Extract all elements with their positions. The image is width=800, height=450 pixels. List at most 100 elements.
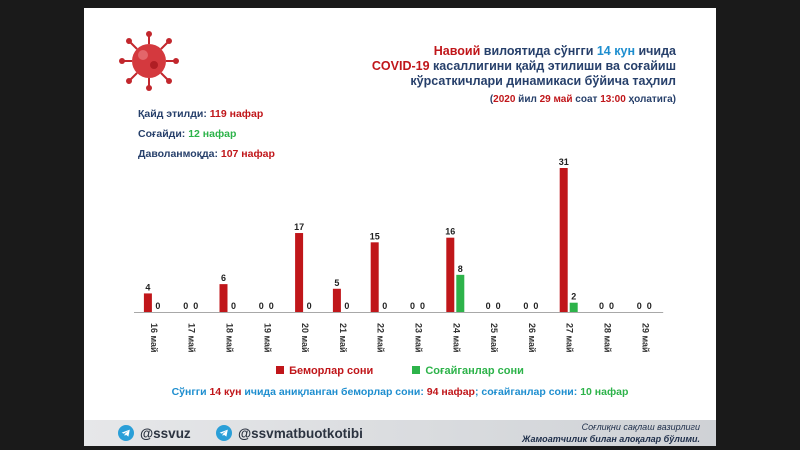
data-label-patients-9: 0 (486, 301, 491, 311)
legend-swatch-patients (276, 366, 285, 374)
x-tick-label-8: 24 май (451, 323, 461, 353)
data-label-recovered-0: 0 (155, 301, 160, 311)
bar-patients-2 (219, 284, 228, 312)
title-covid: COVID-19 (371, 59, 430, 73)
subtitle-text-2: соат (572, 94, 601, 105)
x-tick-label-11: 27 май (565, 323, 575, 353)
bar-recovered-8 (456, 274, 465, 312)
x-tick-label-12: 28 май (603, 323, 613, 353)
summary-patients: 94 нафар (426, 386, 475, 398)
data-label-patients-4: 17 (294, 222, 304, 232)
telegram-link-ssvuz[interactable]: @ssvuz (118, 424, 191, 442)
data-label-recovered-11: 2 (571, 292, 576, 302)
telegram-handle-1: @ssvuz (140, 425, 191, 441)
legend-item-recovered: Соғайганлар сони (412, 365, 524, 377)
data-label-patients-2: 6 (221, 273, 226, 283)
x-tick-label-1: 17 май (187, 323, 197, 353)
data-label-recovered-13: 0 (647, 301, 652, 311)
x-tick-label-6: 22 май (376, 323, 386, 353)
subtitle-time: 13:00 (600, 94, 626, 105)
stat-registered-label: Қайд этилди: (138, 108, 210, 120)
subtitle-month: май (550, 94, 573, 105)
data-label-recovered-12: 0 (609, 301, 614, 311)
title-text-3: касаллигини қайд этилиши ва соғайиш (429, 59, 676, 73)
ministry-name: Соғлиқни сақлаш вазирлиги (581, 422, 700, 432)
subtitle-text-3: ҳолатига) (625, 94, 676, 105)
data-label-patients-12: 0 (599, 301, 604, 311)
subtitle-text-1: йил (515, 94, 540, 105)
stat-treatment-value: 107 нафар (220, 148, 275, 160)
stat-recovered-value: 12 нафар (188, 128, 237, 140)
stats-panel: Қайд этилди: 119 нафар Соғайди: 12 нафар… (138, 104, 275, 164)
data-label-patients-6: 15 (370, 231, 380, 241)
data-label-recovered-10: 0 (533, 301, 538, 311)
data-label-recovered-3: 0 (269, 301, 274, 311)
stat-treatment: Даволанмоқда: 107 нафар (138, 144, 275, 164)
data-label-patients-3: 0 (259, 301, 264, 311)
bar-patients-6 (370, 242, 379, 312)
data-label-patients-10: 0 (523, 301, 528, 311)
data-label-recovered-2: 0 (231, 301, 236, 311)
subtitle-day: 29 (539, 94, 551, 105)
summary-text-2: ичида аниқланган беморлар сони: (241, 386, 427, 398)
title-text-2: ичида (635, 44, 676, 58)
stat-treatment-label: Даволанмоқда: (138, 148, 221, 160)
legend-label-recovered: Соғайганлар сони (425, 365, 524, 377)
subtitle-open: ( (489, 94, 494, 105)
x-tick-label-2: 18 май (225, 323, 235, 353)
coronavirus-icon (119, 31, 179, 91)
infographic-card: Навоий вилоятида сўнгги 14 кун ичида COV… (84, 8, 716, 446)
summary-text-3: ; соғайганлар сони: (474, 386, 581, 398)
data-label-patients-8: 16 (445, 227, 455, 237)
legend-item-patients: Беморлар сони (276, 365, 373, 377)
summary-recovered: 10 нафар (580, 386, 629, 398)
data-label-recovered-7: 0 (420, 301, 425, 311)
legend-swatch-recovered (412, 366, 421, 374)
x-tick-label-13: 29 май (640, 323, 650, 353)
ministry-department: Жамоатчилик билан алоқалар бўлими. (522, 434, 700, 444)
subtitle-year: 2020 (493, 94, 516, 105)
x-tick-label-7: 23 май (414, 323, 424, 353)
data-label-recovered-9: 0 (496, 301, 501, 311)
chart-legend: Беморлар сони Соғайганлар сони (84, 365, 716, 377)
telegram-icon (118, 425, 134, 441)
data-label-recovered-8: 8 (458, 264, 463, 274)
telegram-handle-2: @ssvmatbuotkotibi (238, 425, 363, 441)
data-label-patients-11: 31 (559, 157, 569, 167)
x-tick-label-3: 19 май (262, 323, 272, 353)
footer-bar: @ssvuz @ssvmatbuotkotibi Соғлиқни сақлаш… (84, 420, 716, 446)
stat-registered-value: 119 нафар (209, 108, 264, 120)
data-label-patients-1: 0 (183, 301, 188, 311)
data-label-recovered-1: 0 (193, 301, 198, 311)
x-tick-label-4: 20 май (300, 323, 310, 353)
telegram-link-ssvmatbuotkotibi[interactable]: @ssvmatbuotkotibi (216, 424, 363, 442)
bar-recovered-11 (569, 302, 578, 312)
bar-patients-11 (559, 168, 568, 312)
chart-title: Навоий вилоятида сўнгги 14 кун ичида COV… (346, 44, 676, 89)
ministry-credit: Соғлиқни сақлаш вазирлиги Жамоатчилик би… (522, 421, 700, 445)
stat-recovered: Соғайди: 12 нафар (138, 124, 275, 144)
x-tick-label-9: 25 май (489, 323, 499, 353)
bar-patients-8 (446, 237, 455, 312)
title-text-4: кўрсаткичлари динамикаси бўйича таҳлил (410, 74, 676, 88)
bar-patients-4 (295, 233, 304, 312)
stat-registered: Қайд этилди: 119 нафар (138, 104, 275, 124)
x-tick-label-0: 16 май (149, 323, 159, 353)
title-days: 14 кун (596, 44, 635, 58)
bar-patients-5 (332, 288, 341, 312)
bar-patients-0 (143, 293, 152, 312)
data-label-recovered-5: 0 (344, 301, 349, 311)
legend-label-patients: Беморлар сони (289, 365, 374, 377)
telegram-icon (216, 425, 232, 441)
data-label-patients-7: 0 (410, 301, 415, 311)
summary-line: Сўнгги 14 кун ичида аниқланган беморлар … (84, 386, 716, 398)
data-label-recovered-4: 0 (307, 301, 312, 311)
title-region: Навоий (433, 44, 481, 58)
summary-days: 14 кун (209, 386, 242, 398)
title-text-1: вилоятида сўнгги (480, 44, 597, 58)
stat-recovered-label: Соғайди: (138, 128, 189, 140)
chart-subtitle: (2020 йил 29 май соат 13:00 ҳолатига) (490, 94, 676, 105)
data-label-recovered-6: 0 (382, 301, 387, 311)
x-tick-label-5: 21 май (338, 323, 348, 353)
